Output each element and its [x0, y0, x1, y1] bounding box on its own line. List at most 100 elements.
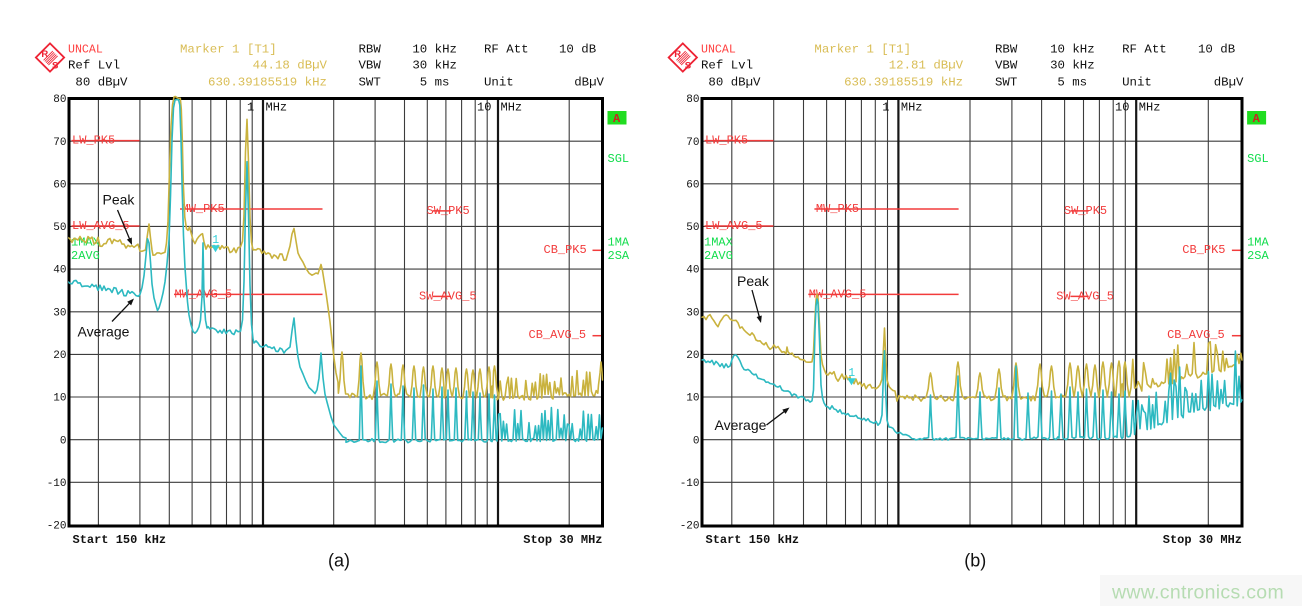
svg-text:1MA: 1MA	[1247, 235, 1269, 249]
svg-text:CB_AVG_5: CB_AVG_5	[529, 328, 587, 342]
svg-text:dBµV: dBµV	[1214, 76, 1244, 90]
svg-text:80 dBµV: 80 dBµV	[701, 76, 761, 90]
svg-text:VBW: VBW	[359, 59, 382, 73]
svg-text:Unit: Unit	[1122, 76, 1152, 90]
svg-text:dBµV: dBµV	[574, 76, 604, 90]
svg-text:VBW: VBW	[995, 59, 1018, 73]
svg-text:CB_PK5: CB_PK5	[1182, 243, 1225, 257]
svg-text:2SA: 2SA	[608, 249, 630, 263]
svg-text:(a): (a)	[328, 551, 350, 571]
svg-text:0: 0	[60, 435, 67, 447]
svg-text:10: 10	[53, 393, 66, 405]
svg-text:Average: Average	[715, 417, 767, 433]
svg-text:44.18 dBµV: 44.18 dBµV	[253, 59, 328, 73]
svg-text:SWT: SWT	[359, 76, 381, 90]
svg-text:10: 10	[686, 393, 699, 405]
svg-text:RF Att: RF Att	[484, 43, 529, 57]
svg-text:60: 60	[53, 179, 66, 191]
svg-text:-10: -10	[680, 478, 700, 490]
svg-text:5 ms: 5 ms	[1057, 76, 1087, 90]
svg-text:CB_PK5: CB_PK5	[544, 243, 587, 257]
svg-text:Peak: Peak	[737, 273, 770, 289]
svg-text:20: 20	[686, 350, 699, 362]
svg-text:70: 70	[53, 137, 66, 149]
svg-text:LW_AVG_5: LW_AVG_5	[705, 219, 763, 233]
svg-text:SW_AVG_5: SW_AVG_5	[419, 289, 477, 303]
svg-text:Start 150 kHz: Start 150 kHz	[706, 533, 800, 547]
svg-text:UNCAL: UNCAL	[701, 44, 736, 57]
svg-text:60: 60	[686, 179, 699, 191]
svg-text:30: 30	[686, 307, 699, 319]
svg-text:10 kHz: 10 kHz	[1050, 43, 1095, 57]
svg-text:1MA: 1MA	[608, 235, 630, 249]
svg-text:CB_AVG_5: CB_AVG_5	[1167, 328, 1225, 342]
svg-text:SW_PK5: SW_PK5	[427, 204, 470, 218]
svg-text:70: 70	[686, 137, 699, 149]
svg-text:Ref Lvl: Ref Lvl	[701, 59, 753, 73]
svg-text:2AVG: 2AVG	[704, 249, 733, 263]
svg-text:1: 1	[848, 367, 855, 380]
svg-text:630.39185519 kHz: 630.39185519 kHz	[844, 76, 963, 90]
svg-text:-20: -20	[680, 521, 700, 533]
svg-text:10: 10	[477, 100, 491, 114]
svg-text:10: 10	[1115, 100, 1129, 114]
svg-text:Ref Lvl: Ref Lvl	[68, 59, 120, 73]
svg-text:40: 40	[686, 265, 699, 277]
svg-text:MW_AVG_5: MW_AVG_5	[809, 287, 867, 301]
svg-text:MW_PK5: MW_PK5	[816, 202, 859, 216]
svg-text:80: 80	[53, 94, 66, 106]
svg-text:MHz: MHz	[266, 100, 288, 114]
svg-text:MHz: MHz	[901, 100, 923, 114]
svg-text:(b): (b)	[964, 551, 986, 571]
svg-text:LW_PK5: LW_PK5	[705, 134, 748, 148]
svg-text:UNCAL: UNCAL	[68, 44, 103, 57]
svg-text:SGL: SGL	[1247, 152, 1269, 166]
svg-text:MHz: MHz	[1139, 100, 1161, 114]
svg-text:630.39185519 kHz: 630.39185519 kHz	[208, 76, 327, 90]
svg-text:-10: -10	[47, 478, 67, 490]
svg-text:1: 1	[212, 234, 219, 247]
svg-text:80: 80	[686, 94, 699, 106]
svg-text:10 dB: 10 dB	[1198, 43, 1235, 57]
svg-text:50: 50	[686, 222, 699, 234]
svg-text:10 dB: 10 dB	[559, 43, 596, 57]
svg-text:5 ms: 5 ms	[420, 76, 450, 90]
svg-text:MW_PK5: MW_PK5	[182, 202, 225, 216]
svg-text:Peak: Peak	[103, 192, 136, 208]
svg-text:12.81 dBµV: 12.81 dBµV	[889, 59, 964, 73]
svg-text:1: 1	[882, 100, 889, 114]
svg-text:A: A	[1253, 112, 1261, 126]
svg-text:20: 20	[53, 350, 66, 362]
svg-text:30: 30	[53, 307, 66, 319]
svg-text:10 kHz: 10 kHz	[412, 43, 457, 57]
svg-text:Marker 1 [T1]: Marker 1 [T1]	[814, 43, 911, 57]
svg-text:SGL: SGL	[608, 152, 630, 166]
svg-text:2AVG: 2AVG	[71, 249, 100, 263]
svg-text:RBW: RBW	[995, 43, 1018, 57]
svg-text:Start 150 kHz: Start 150 kHz	[73, 533, 167, 547]
svg-text:LW_AVG_5: LW_AVG_5	[72, 219, 130, 233]
svg-text:Unit: Unit	[484, 76, 514, 90]
svg-text:30 kHz: 30 kHz	[412, 59, 457, 73]
svg-text:A: A	[613, 112, 621, 126]
svg-text:Stop 30 MHz: Stop 30 MHz	[1163, 533, 1242, 547]
svg-text:50: 50	[53, 222, 66, 234]
svg-text:Average: Average	[78, 324, 130, 340]
svg-text:RF Att: RF Att	[1122, 43, 1167, 57]
svg-text:40: 40	[53, 265, 66, 277]
svg-text:R: R	[674, 49, 681, 60]
svg-text:MHz: MHz	[501, 100, 523, 114]
svg-text:Marker 1 [T1]: Marker 1 [T1]	[180, 43, 277, 57]
svg-text:R: R	[41, 49, 48, 60]
svg-text:80 dBµV: 80 dBµV	[68, 76, 128, 90]
svg-text:S: S	[52, 60, 58, 71]
svg-text:1: 1	[247, 100, 254, 114]
svg-text:SWT: SWT	[995, 76, 1017, 90]
svg-text:1MAX: 1MAX	[704, 235, 733, 249]
svg-text:LW_PK5: LW_PK5	[72, 134, 115, 148]
svg-text:30 kHz: 30 kHz	[1050, 59, 1095, 73]
svg-text:Stop 30 MHz: Stop 30 MHz	[523, 533, 602, 547]
svg-text:-20: -20	[47, 521, 67, 533]
svg-text:www.cntronics.com: www.cntronics.com	[1111, 582, 1284, 604]
svg-text:RBW: RBW	[359, 43, 382, 57]
